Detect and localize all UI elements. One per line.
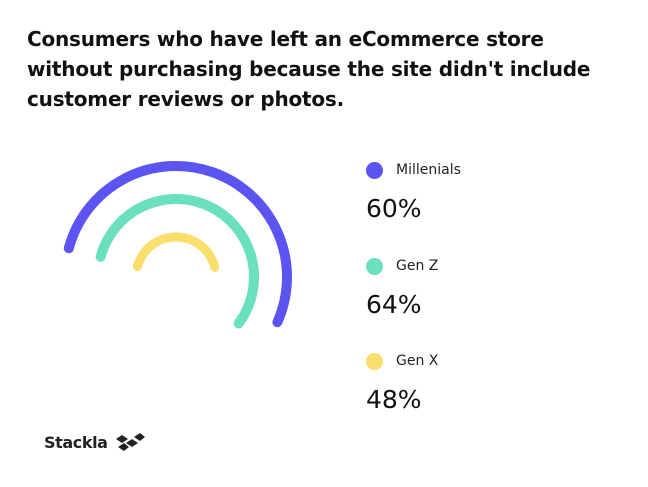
arc-millenials bbox=[63, 161, 292, 328]
legend-item-gen-z: Gen Z 64% bbox=[366, 256, 626, 336]
stackla-logo-icon bbox=[116, 433, 145, 451]
legend-item-millenials: Millenials 60% bbox=[366, 160, 626, 240]
legend-dot-gen-x bbox=[366, 353, 383, 370]
legend-label-gen-z: Gen Z bbox=[396, 258, 439, 274]
legend-value-gen-z: 64% bbox=[366, 290, 422, 319]
legend-label-millenials: Millenials bbox=[396, 162, 461, 178]
arc-gen-x bbox=[132, 232, 220, 272]
arc-gen-z bbox=[95, 194, 259, 329]
legend-value-gen-x: 48% bbox=[366, 385, 422, 414]
legend-dot-gen-z bbox=[366, 258, 383, 275]
brand-name: Stackla bbox=[44, 433, 108, 452]
legend-value-millenials: 60% bbox=[366, 194, 422, 223]
chart-title: Consumers who have left an eCommerce sto… bbox=[27, 27, 591, 111]
legend-dot-millenials bbox=[366, 162, 383, 179]
legend-label-gen-x: Gen X bbox=[396, 353, 439, 369]
legend-item-gen-x: Gen X 48% bbox=[366, 351, 626, 431]
